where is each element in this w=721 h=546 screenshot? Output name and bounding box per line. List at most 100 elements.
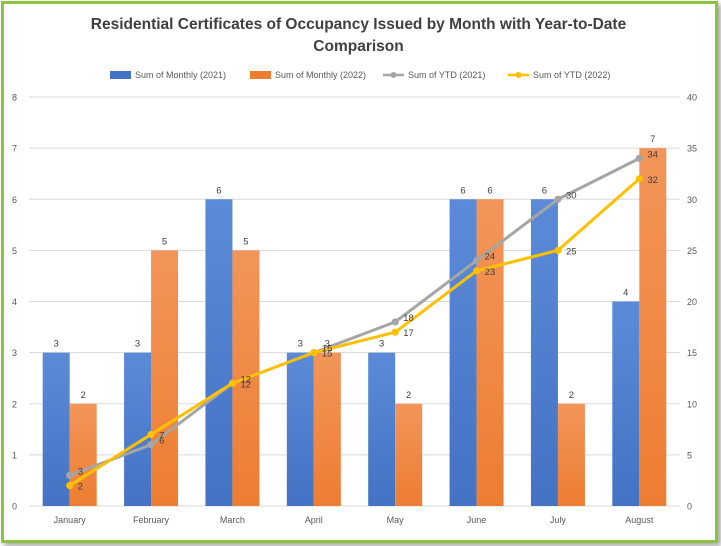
bar-2021 — [449, 199, 477, 506]
legend-label: Sum of Monthly (2022) — [275, 70, 366, 80]
bar-2022 — [557, 403, 585, 506]
bar-data-label: 3 — [54, 339, 59, 350]
legend-marker — [390, 72, 397, 78]
ytd-data-label: 24 — [485, 252, 496, 263]
left-axis-tick-label: 8 — [12, 93, 17, 103]
right-axis-tick-label: 15 — [687, 348, 697, 358]
category-label: April — [305, 515, 323, 525]
bar-2021 — [530, 199, 558, 506]
ytd-data-label: 34 — [647, 149, 658, 160]
right-axis-tick-label: 10 — [687, 399, 697, 409]
ytd-point-2021 — [391, 318, 399, 326]
legend-swatch — [250, 71, 271, 79]
right-axis-tick-label: 40 — [687, 93, 697, 103]
bar-data-label: 6 — [460, 185, 465, 196]
ytd-data-label: 32 — [647, 175, 658, 186]
bar-data-label: 5 — [162, 236, 167, 247]
chart-title: Residential Certificates of Occupancy Is… — [0, 14, 717, 58]
category-label: July — [550, 515, 567, 525]
chart-title-line-1: Residential Certificates of Occupancy Is… — [90, 16, 627, 33]
bar-2022 — [313, 352, 341, 506]
bar-data-label: 6 — [487, 185, 492, 196]
ytd-point-2021 — [635, 154, 643, 162]
bar-2022 — [395, 403, 423, 506]
ytd-data-label: 3 — [78, 466, 83, 477]
left-axis-tick-label: 4 — [12, 297, 17, 307]
bar-data-label: 2 — [569, 390, 574, 401]
legend-label: Sum of YTD (2021) — [408, 70, 485, 80]
ytd-data-label: 17 — [403, 328, 414, 339]
left-axis-tick-label: 0 — [12, 502, 17, 512]
legend-swatch — [110, 71, 131, 79]
ytd-data-label: 25 — [566, 246, 577, 257]
ytd-data-label: 6 — [159, 436, 164, 447]
ytd-point-2022 — [472, 267, 481, 275]
ytd-data-label: 15 — [322, 349, 333, 360]
category-label: August — [625, 515, 654, 525]
bar-2021 — [205, 199, 233, 506]
ytd-point-2022 — [228, 379, 237, 387]
right-axis-tick-label: 25 — [687, 246, 697, 256]
chart-title-line-2: Comparison — [313, 38, 404, 55]
left-axis-tick-label: 1 — [12, 450, 17, 460]
bar-2022 — [151, 250, 179, 506]
bar-data-label: 3 — [379, 339, 384, 350]
category-label: June — [467, 515, 487, 525]
ytd-data-label: 18 — [403, 313, 414, 324]
ytd-point-2021 — [66, 471, 74, 479]
bar-data-label: 7 — [650, 134, 655, 145]
legend-label: Sum of YTD (2022) — [533, 70, 610, 80]
ytd-point-2022 — [391, 328, 399, 336]
bar-2021 — [368, 352, 396, 506]
bar-data-label: 2 — [406, 390, 411, 401]
bar-data-label: 3 — [325, 339, 330, 350]
ytd-point-2022 — [554, 246, 562, 254]
right-axis-tick-label: 5 — [687, 450, 692, 460]
ytd-line-2022 — [68, 177, 641, 487]
bar-2021 — [42, 352, 70, 506]
left-axis-tick-label: 2 — [12, 399, 17, 409]
ytd-lines — [66, 154, 643, 490]
bar-2021 — [286, 352, 314, 506]
bar-data-label: 3 — [298, 339, 303, 350]
right-axis-tick-label: 35 — [687, 144, 697, 154]
bar-data-label: 4 — [623, 288, 628, 299]
ytd-point-2021 — [554, 195, 562, 203]
ytd-point-2022 — [66, 481, 74, 490]
legend-label: Sum of Monthly (2021) — [135, 70, 226, 80]
ytd-point-2021 — [472, 257, 481, 265]
ytd-data-label: 15 — [322, 344, 333, 355]
ytd-point-2022 — [147, 430, 155, 439]
bar-data-label: 3 — [135, 339, 140, 350]
ytd-data-label: 7 — [159, 430, 164, 441]
category-label: May — [387, 515, 405, 525]
ytd-data-label: 23 — [485, 267, 496, 278]
category-label: January — [54, 515, 87, 525]
bar-2021 — [124, 352, 152, 506]
bar-2022 — [639, 148, 667, 506]
bar-data-label: 6 — [216, 185, 221, 196]
ytd-data-label: 12 — [240, 374, 251, 385]
right-axis-tick-label: 0 — [687, 502, 692, 512]
bar-data-label: 2 — [81, 390, 86, 401]
bar-2021 — [612, 301, 640, 506]
left-axis-tick-label: 6 — [12, 195, 17, 205]
ytd-line-2021 — [69, 157, 640, 477]
bar-data-label: 5 — [243, 236, 248, 247]
bar-2022 — [476, 199, 504, 506]
category-label: March — [220, 515, 245, 525]
ytd-data-label: 12 — [240, 379, 251, 390]
bar-data-label: 6 — [542, 185, 547, 196]
ytd-data-label: 30 — [566, 190, 577, 201]
bar-2022 — [69, 403, 97, 506]
left-axis-tick-label: 7 — [12, 144, 17, 154]
right-axis-tick-label: 20 — [687, 297, 697, 307]
legend-marker — [515, 72, 522, 78]
legend: Sum of Monthly (2021) Sum of Monthly (202… — [110, 70, 610, 80]
ytd-point-2022 — [310, 349, 318, 357]
ytd-point-2022 — [635, 175, 643, 183]
category-label: February — [133, 515, 170, 525]
